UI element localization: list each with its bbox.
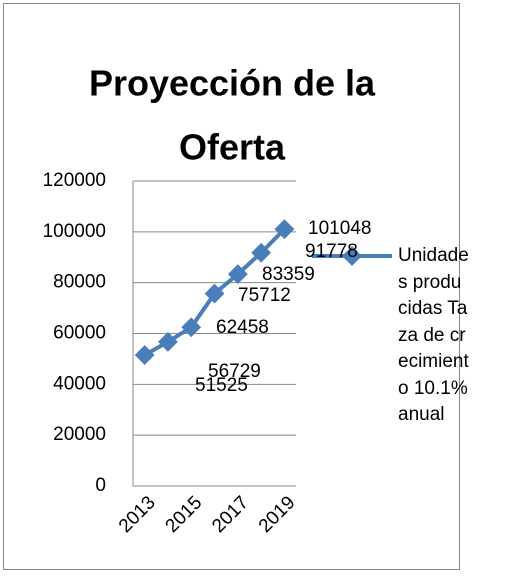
marker	[204, 283, 225, 304]
y-tick-label: 100000	[43, 221, 106, 242]
y-tick-label: 80000	[53, 272, 106, 293]
data-label: 75712	[238, 285, 291, 306]
marker	[181, 317, 202, 338]
y-tick-label: 60000	[53, 323, 106, 344]
data-label: 56729	[208, 361, 261, 382]
y-tick-label: 20000	[53, 424, 106, 445]
y-tick-label: 40000	[53, 373, 106, 394]
legend-label: Unidades producidas Taza de crecimiento …	[398, 245, 469, 425]
data-label: 51525	[195, 375, 248, 396]
marker	[158, 331, 178, 352]
y-tick-label: 120000	[43, 170, 106, 191]
legend-marker	[342, 246, 362, 266]
data-label: 62458	[216, 317, 269, 338]
marker	[274, 219, 295, 240]
marker	[227, 264, 248, 285]
chart-border	[3, 3, 460, 570]
data-label: 91778	[305, 241, 358, 262]
marker	[251, 242, 272, 263]
data-label: 83359	[262, 264, 315, 285]
y-tick-label: 0	[95, 475, 106, 496]
marker	[134, 345, 155, 365]
chart-title: Proyección de la	[89, 63, 376, 104]
chart-title: Oferta	[179, 127, 286, 168]
data-label: 101048	[308, 218, 371, 239]
